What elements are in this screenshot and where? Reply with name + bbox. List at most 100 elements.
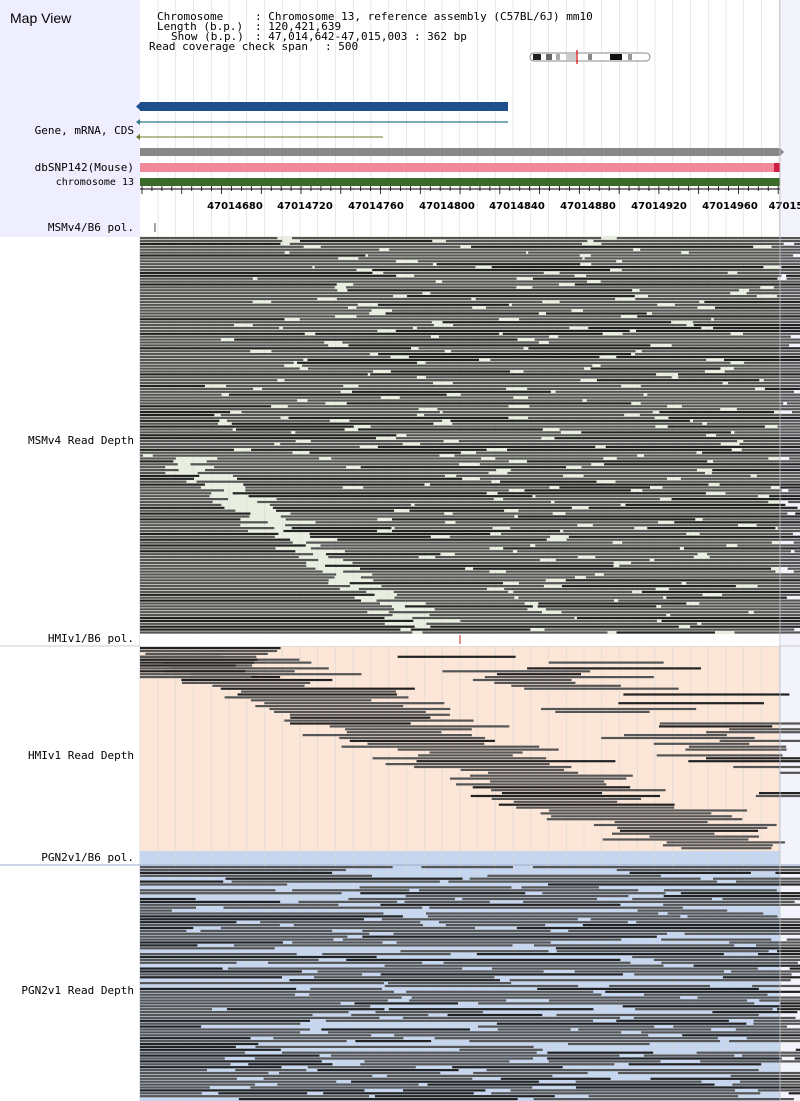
pgn-read (282, 1051, 537, 1054)
msm-read (458, 440, 738, 443)
msm-read (272, 506, 572, 509)
msm-read (406, 434, 707, 437)
msm-read (788, 489, 800, 492)
hmi-read (617, 826, 768, 829)
msm-read (504, 587, 656, 591)
msm-read (503, 547, 680, 550)
msm-read (619, 564, 800, 567)
gene-arrow (136, 102, 141, 111)
pgn-read (388, 982, 512, 985)
pgn-read (548, 999, 748, 1002)
pgn-read (364, 1060, 510, 1063)
pgn-read (730, 1074, 800, 1077)
msm-read (473, 567, 772, 570)
pgn-read (521, 886, 599, 889)
length-key: Length (b.p.) (157, 20, 244, 33)
pgn-read (140, 961, 237, 964)
hmi-read (274, 710, 426, 713)
msm-read (251, 448, 487, 451)
pgn-read (218, 1092, 308, 1095)
msm-read (352, 561, 614, 564)
ruler-tick-label: 47015 (769, 201, 800, 212)
msm-read (592, 524, 738, 527)
msm-read (140, 280, 436, 283)
msm-read (442, 411, 653, 414)
hmi-read (140, 670, 246, 673)
msm-read (581, 466, 800, 469)
msm-read (140, 535, 275, 538)
msm-read (671, 498, 800, 501)
msm-read (346, 402, 632, 405)
msm-read (399, 396, 514, 399)
msm-read (140, 239, 283, 243)
hmi-read (472, 786, 631, 789)
hmi-read (623, 693, 790, 696)
msm-read (404, 605, 533, 608)
pgn-read (278, 1071, 441, 1075)
hmi-read (719, 739, 800, 742)
msm-read (140, 477, 195, 480)
msm-read (434, 608, 528, 611)
pgn-read (661, 938, 772, 941)
msm-read (640, 248, 800, 251)
msm-read (140, 521, 268, 524)
msm-read (548, 341, 800, 344)
pgn-read (516, 926, 800, 930)
msm-read (325, 564, 614, 567)
pgn-read (255, 1045, 534, 1048)
msm-read (356, 306, 473, 309)
pgn-read (590, 918, 800, 921)
msm-read (140, 271, 373, 274)
msm-read (616, 237, 800, 240)
msm-read (140, 266, 313, 269)
msm-read (140, 338, 221, 341)
msm-read (686, 582, 800, 585)
msm-read (257, 500, 551, 504)
hmi-read (659, 725, 773, 728)
msm-read (390, 370, 511, 373)
pgn-read (462, 897, 598, 901)
pgn-read (310, 987, 382, 990)
msm-read (373, 579, 546, 582)
msm-read (140, 590, 367, 593)
msm-read (140, 309, 372, 312)
pgn-read (348, 897, 455, 901)
pgn-read (254, 1057, 534, 1060)
msm-read (140, 532, 279, 535)
pgn-read (140, 1066, 282, 1069)
msm-read (140, 312, 370, 315)
msm-read (743, 332, 800, 335)
pgn-read (140, 1031, 301, 1034)
msm-read (454, 553, 698, 556)
hmi-read (498, 803, 675, 806)
msm-read (395, 437, 542, 440)
pgn-read (140, 871, 333, 874)
msm-read (640, 384, 800, 388)
msm-read (505, 570, 776, 573)
msm-read (271, 300, 543, 303)
hmi-read (496, 673, 582, 676)
msm-read (385, 312, 539, 315)
msm-read (430, 625, 679, 628)
pgn-read (396, 941, 551, 944)
msm-read (449, 535, 551, 538)
msm-read (140, 315, 335, 318)
pgn-read (388, 1008, 594, 1011)
msm-read (140, 538, 291, 541)
pgn-read (632, 897, 713, 901)
pgn-read (250, 1086, 533, 1089)
msm-read (140, 237, 278, 240)
msm-read (430, 483, 709, 486)
msm-read (140, 408, 419, 411)
msm-read (641, 590, 800, 593)
msm-read (639, 413, 800, 417)
pgn-read (680, 892, 800, 895)
msm-read (693, 324, 800, 327)
msm-read (280, 442, 403, 446)
msm-read (140, 518, 241, 521)
snp-gray-arrow (780, 148, 784, 156)
msm-read (140, 474, 200, 477)
msm-read (535, 495, 758, 498)
ruler-tick-label: 47014680 (207, 201, 263, 212)
msm-read (232, 474, 445, 477)
